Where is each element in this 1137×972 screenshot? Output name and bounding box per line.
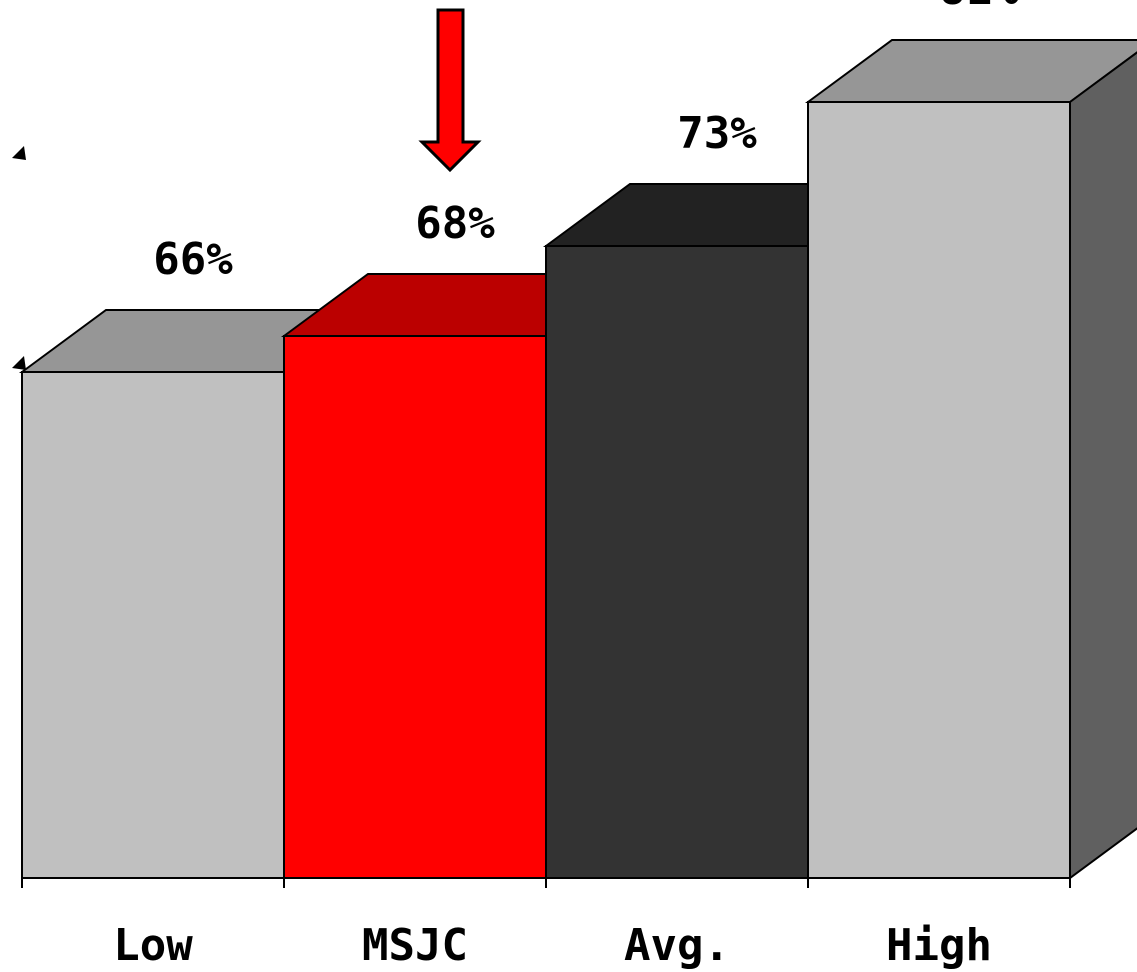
tick-label-avg: Avg. xyxy=(624,920,730,971)
bar-avg xyxy=(545,245,809,879)
data-label-high: 81% xyxy=(939,0,1019,15)
axis-marker-mid xyxy=(12,356,26,370)
tick-label-high: High xyxy=(886,920,992,971)
data-label-avg: 73% xyxy=(677,108,757,159)
bar-low xyxy=(21,371,285,879)
tick-label-msjc: MSJC xyxy=(362,920,468,971)
x-axis xyxy=(21,877,1071,888)
bars-group xyxy=(18,39,1137,880)
highlight-arrow xyxy=(418,8,482,173)
tick-label-low: Low xyxy=(113,920,193,971)
bar-msjc xyxy=(283,335,547,879)
axis-marker-top xyxy=(12,146,26,160)
data-label-low: 66% xyxy=(153,234,233,285)
bar-side-high xyxy=(1069,51,1137,880)
labels-group: 66% Low 68% MSJC 73% Avg. 81% High xyxy=(113,0,1019,971)
data-label-msjc: 68% xyxy=(415,198,495,249)
bar-high xyxy=(807,101,1071,879)
